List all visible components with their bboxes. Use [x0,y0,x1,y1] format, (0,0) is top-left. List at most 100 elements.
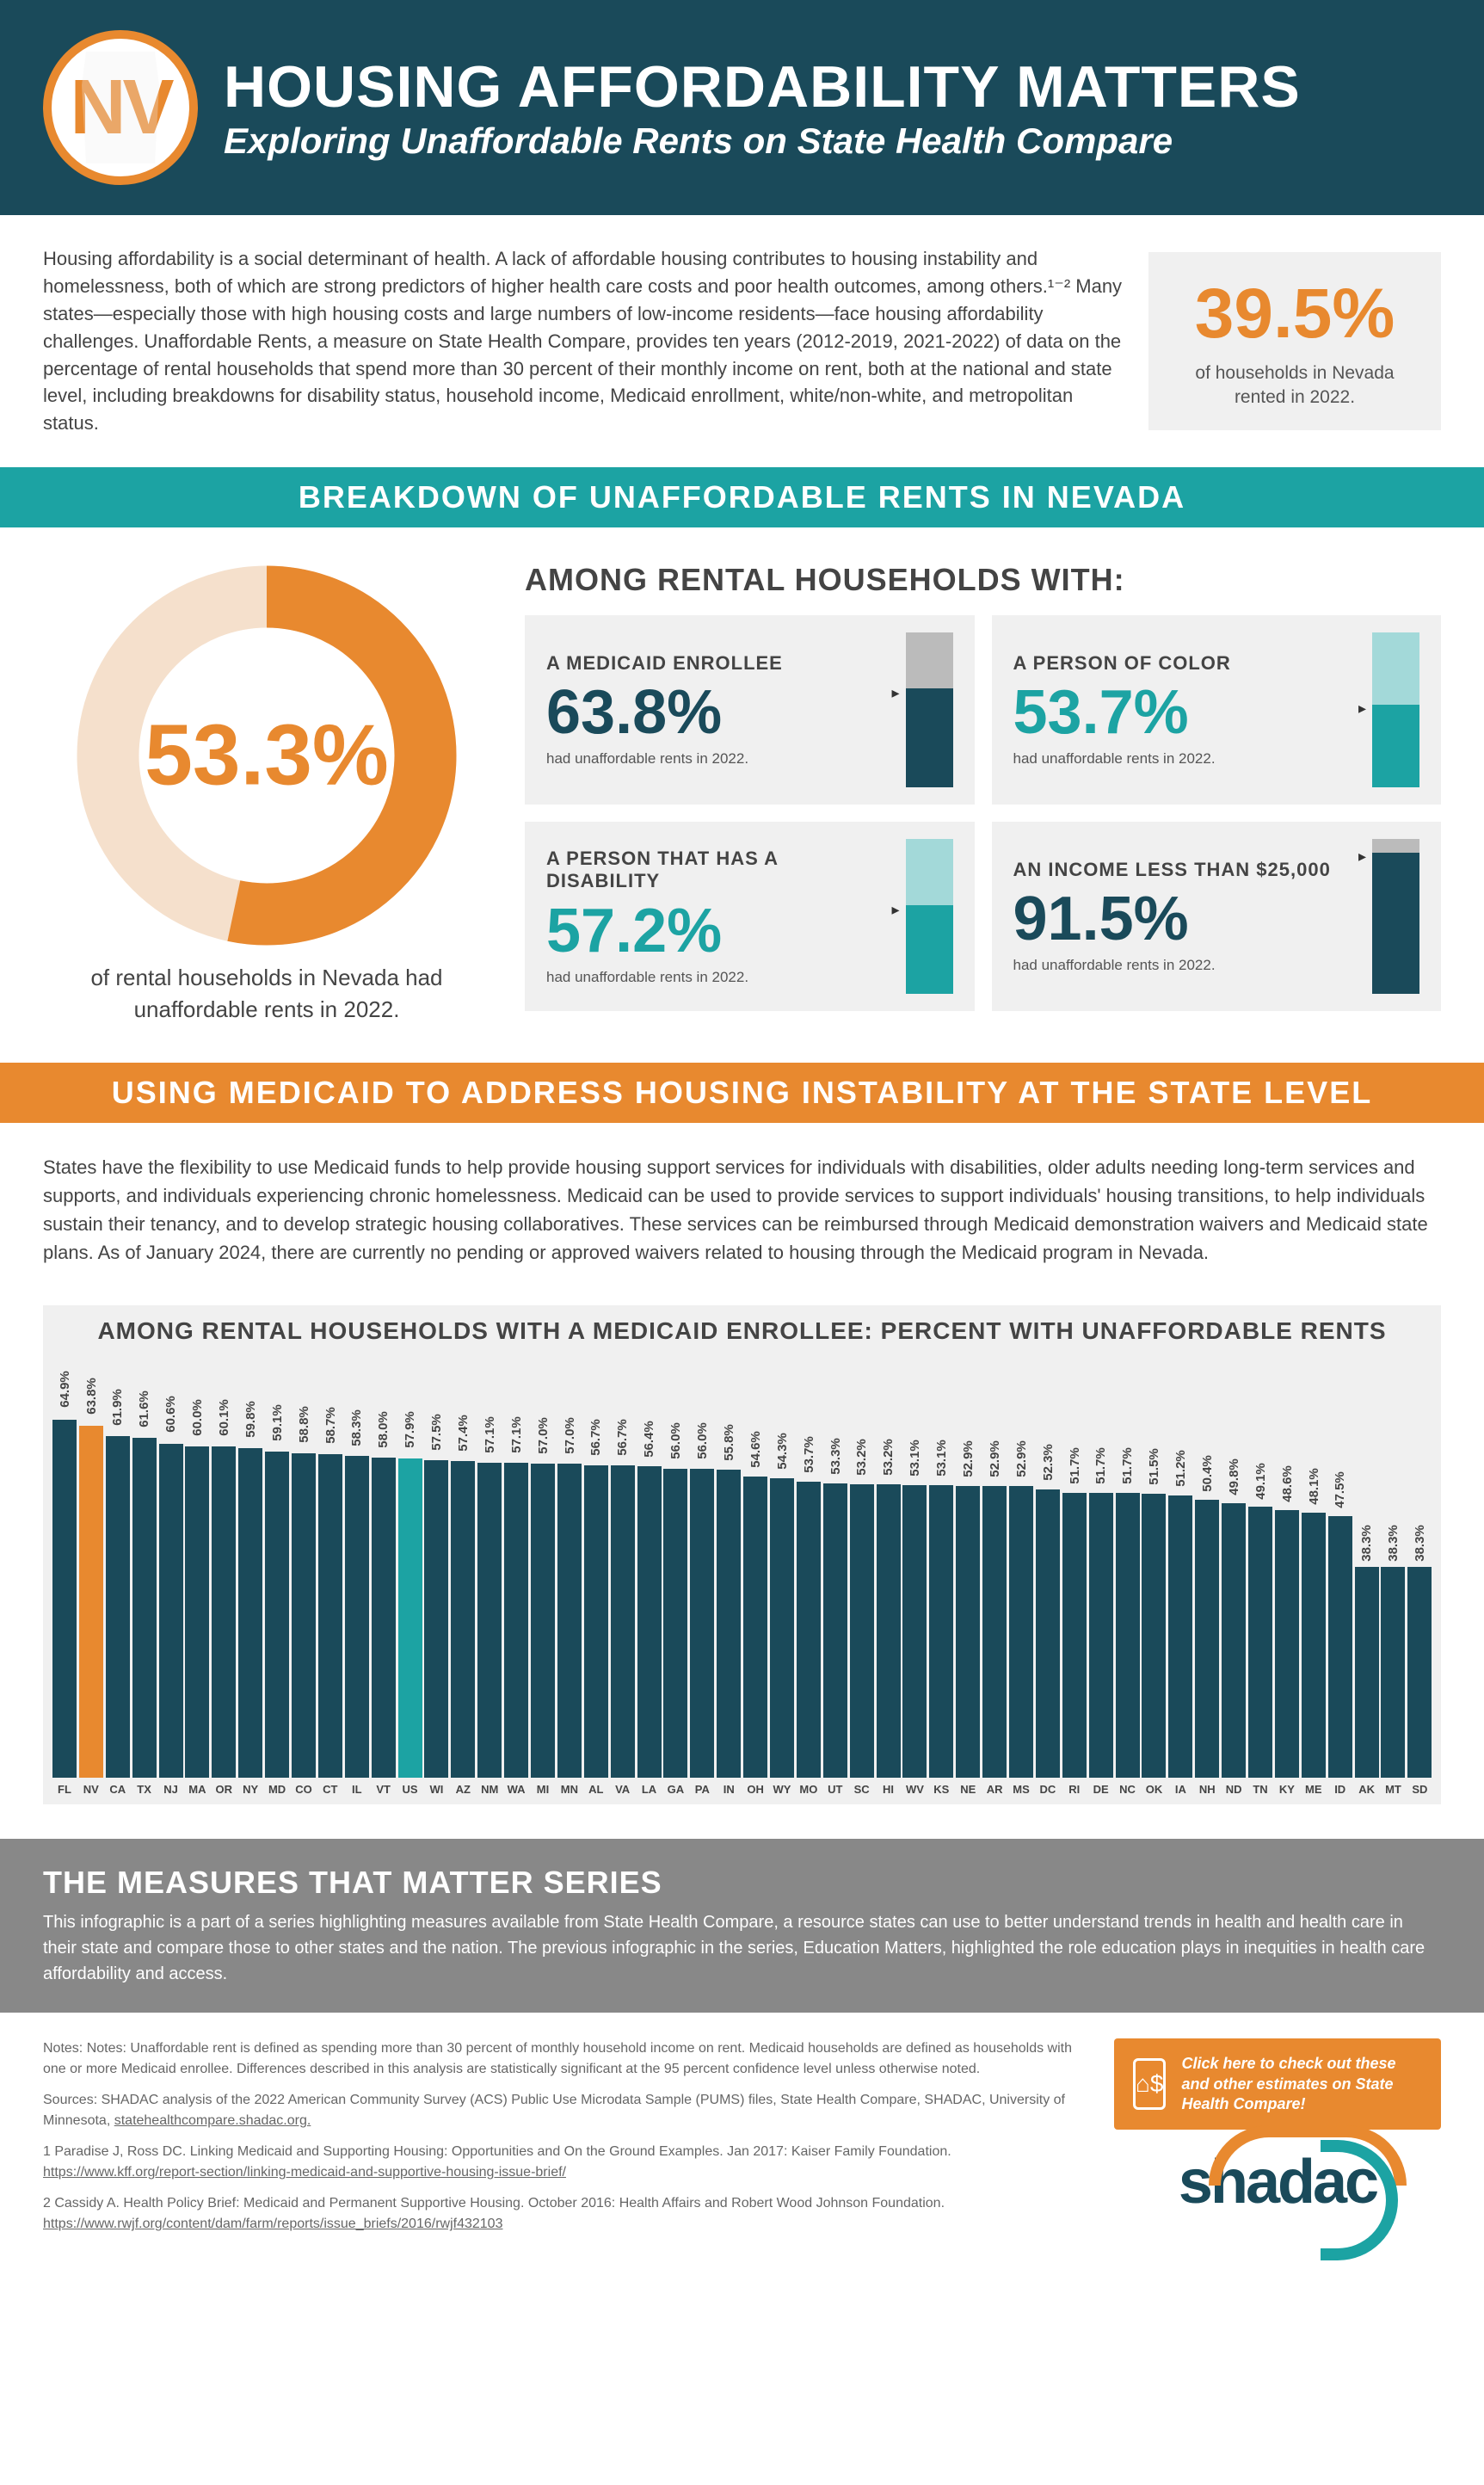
bar-state-label: AK [1358,1783,1375,1796]
stat-card-label: A MEDICAID ENROLLEE [546,652,893,675]
bar-value: 51.7% [1120,1447,1135,1484]
bar-value: 57.1% [509,1416,524,1453]
stat-card: A MEDICAID ENROLLEE 63.8% had unaffordab… [525,615,975,805]
bar-value: 56.0% [695,1422,710,1459]
page-title: HOUSING AFFORDABILITY MATTERS [224,53,1441,120]
donut-center: 53.3% [145,706,389,805]
bar-state-label: OH [747,1783,764,1796]
stat-grid-title: AMONG RENTAL HOUSEHOLDS WITH: [525,562,1441,598]
bar-item: 55.8% IN [716,1391,742,1796]
ref2-link[interactable]: https://www.rwjf.org/content/dam/farm/re… [43,2217,502,2231]
bar [132,1438,157,1778]
bar-state-label: OK [1146,1783,1163,1796]
bar [797,1482,821,1778]
bar [292,1453,316,1778]
bar [982,1486,1007,1778]
bar-state-label: WY [773,1783,791,1796]
header: NV HOUSING AFFORDABILITY MATTERS Explori… [0,0,1484,215]
intro-section: Housing affordability is a social determ… [0,215,1484,467]
footer-right: ⌂$ Click here to check out these and oth… [1114,2038,1441,2245]
donut-section: 53.3% of rental households in Nevada had… [43,562,490,1028]
bar-value: 48.6% [1279,1465,1294,1502]
bar-state-label: UT [828,1783,842,1796]
bar-value: 51.7% [1093,1447,1108,1484]
bar-value: 53.1% [908,1440,922,1477]
bar-state-label: WV [906,1783,924,1796]
state-silhouette-icon [77,52,163,163]
bar-value: 53.2% [881,1439,896,1476]
bar-state-label: ME [1305,1783,1322,1796]
stat-grid: AMONG RENTAL HOUSEHOLDS WITH: A MEDICAID… [525,562,1441,1028]
bar-item: 58.8% CO [291,1391,317,1796]
bar [52,1420,77,1778]
notes-p3: 1 Paradise J, Ross DC. Linking Medicaid … [43,2142,1080,2183]
bar-value: 61.6% [137,1390,151,1427]
bar [584,1465,608,1779]
bar [690,1469,714,1778]
donut-value: 53.3% [145,706,389,805]
bar [265,1452,289,1778]
bar-value: 58.8% [296,1407,311,1444]
notes-p2: Sources: SHADAC analysis of the 2022 Ame… [43,2090,1080,2131]
bar-item: 53.1% KS [928,1391,954,1796]
bar-item: 47.5% ID [1327,1391,1353,1796]
bar-value: 61.9% [110,1389,125,1426]
bar [956,1486,980,1778]
bar [345,1456,369,1778]
bar-state-label: NH [1199,1783,1216,1796]
breakdown-banner: BREAKDOWN OF UNAFFORDABLE RENTS IN NEVAD… [0,467,1484,527]
bar-item: 51.7% DE [1088,1391,1114,1796]
arrow-icon: ▸ [892,901,900,919]
bar-item: 52.9% MS [1008,1391,1034,1796]
bar [79,1426,103,1778]
bar-state-label: SD [1412,1783,1427,1796]
bar-item: 49.1% TN [1247,1391,1273,1796]
stat-mini-bar: ▸ [906,839,953,994]
bar-item: 56.7% VA [610,1391,636,1796]
bar-value: 57.4% [456,1415,471,1452]
bar-value: 52.9% [988,1440,1002,1477]
state-badge: NV [43,30,198,185]
bar-value: 58.3% [349,1409,364,1446]
stat-card-value: 57.2% [546,900,893,962]
bar-state-label: AR [987,1783,1003,1796]
bar [1407,1567,1432,1779]
bar-item: 60.6% NJ [158,1391,184,1796]
bar-value: 52.9% [1014,1440,1029,1477]
bar [770,1478,794,1778]
medicaid-paragraph: States have the flexibility to use Medic… [0,1123,1484,1297]
bar-item: 60.1% OR [211,1391,237,1796]
bar-state-label: AZ [456,1783,471,1796]
bar-item: 53.7% MO [796,1391,822,1796]
bar-value: 54.6% [748,1431,763,1468]
bar [1089,1493,1113,1779]
bar-value: 49.1% [1253,1463,1268,1500]
stat-card-value: 91.5% [1013,888,1360,950]
cta-box[interactable]: ⌂$ Click here to check out these and oth… [1114,2038,1441,2130]
bar [1328,1516,1352,1779]
bar-item: 56.7% AL [583,1391,609,1796]
bar-value: 53.7% [801,1436,816,1473]
bar-value: 57.0% [562,1417,576,1454]
bar-value: 38.3% [1413,1525,1427,1562]
notes-p1: Notes: Notes: Unaffordable rent is defin… [43,2038,1080,2080]
ref1-link[interactable]: https://www.kff.org/report-section/linki… [43,2165,566,2180]
bar-value: 59.1% [270,1405,285,1442]
intro-stat-value: 39.5% [1179,274,1411,355]
bar-value: 54.3% [774,1433,789,1470]
arrow-icon: ▸ [892,684,900,702]
bar [877,1484,901,1778]
bar [106,1436,130,1778]
bar-item: 57.4% AZ [450,1391,476,1796]
bar-item: 57.0% MN [557,1391,582,1796]
bar-state-label: MT [1385,1783,1401,1796]
bar-state-label: TX [137,1783,151,1796]
source-link[interactable]: statehealthcompare.shadac.org. [114,2113,311,2128]
bar-item: 51.7% RI [1062,1391,1087,1796]
bar [238,1448,262,1779]
stat-mini-bar: ▸ [1372,632,1419,787]
bar [1116,1493,1140,1779]
bar-item: 38.3% SD [1407,1391,1432,1796]
bar-value: 60.0% [190,1400,205,1437]
stat-card-label: A PERSON THAT HAS A DISABILITY [546,848,893,893]
